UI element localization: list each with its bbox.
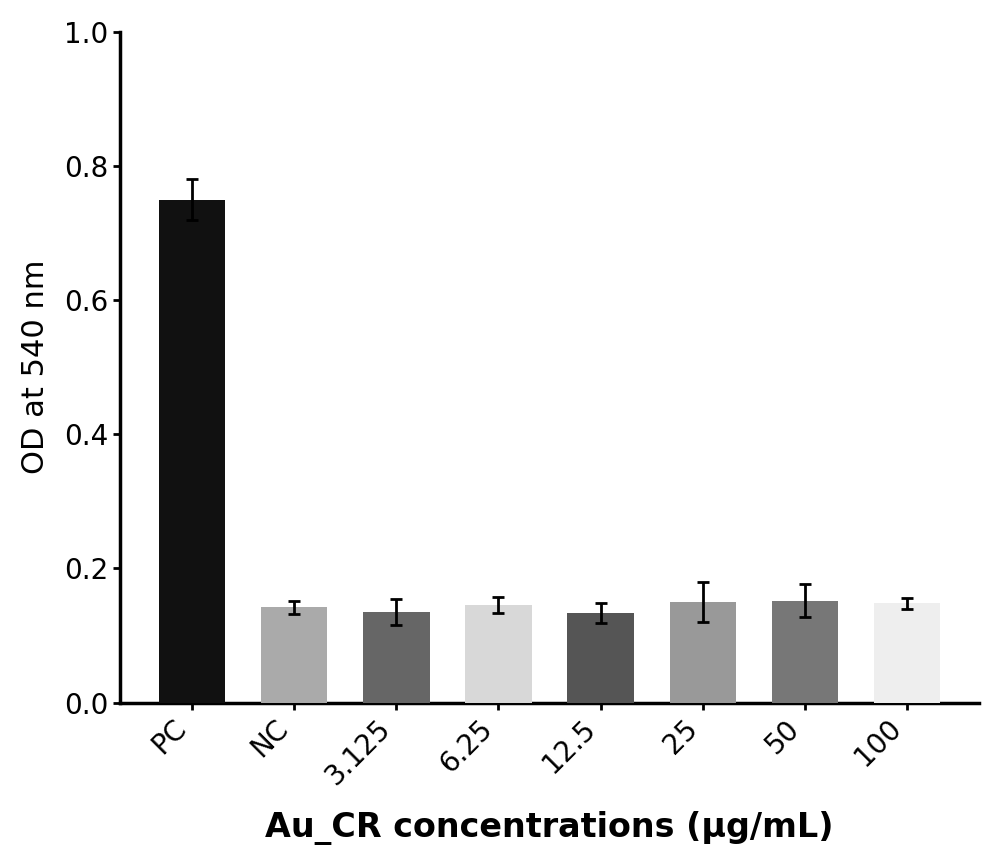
Bar	[772, 600, 838, 702]
Y-axis label: OD at 540 nm: OD at 540 nm	[21, 260, 50, 475]
Bar	[670, 602, 736, 702]
Bar	[874, 604, 940, 702]
Bar	[363, 612, 430, 702]
Bar	[567, 613, 634, 702]
X-axis label: Au_CR concentrations (μg/mL): Au_CR concentrations (μg/mL)	[265, 811, 834, 845]
Bar	[465, 604, 532, 702]
Bar	[261, 607, 327, 702]
Bar	[159, 199, 225, 702]
